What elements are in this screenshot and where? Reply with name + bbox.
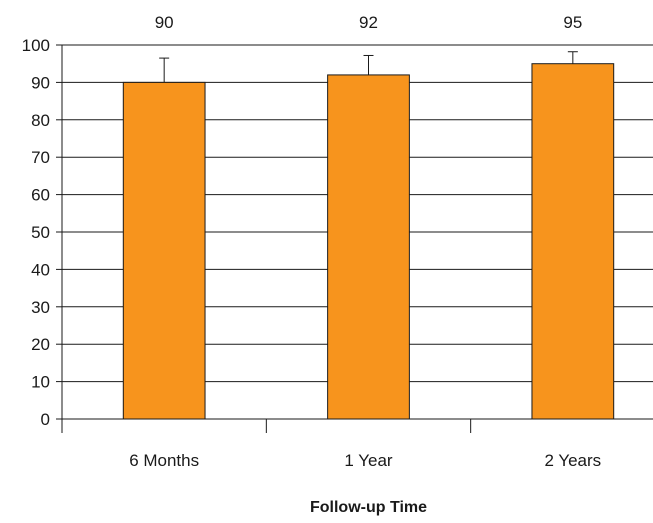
bar <box>122 81 206 420</box>
y-tick-label: 40 <box>31 260 50 279</box>
y-tick-label: 90 <box>31 73 50 92</box>
x-tick-labels: 6 Months 1 Year 2 Years <box>129 451 601 470</box>
data-label: 92 <box>359 13 378 32</box>
x-tick-label: 6 Months <box>129 451 199 470</box>
y-tick-label: 20 <box>31 335 50 354</box>
y-tick-label: 100 <box>22 36 50 55</box>
x-tick-label: 2 Years <box>544 451 601 470</box>
x-tick-label: 1 Year <box>344 451 393 470</box>
bar <box>327 74 410 420</box>
y-tick-labels: 0 10 20 30 40 50 60 70 80 90 100 <box>22 36 50 429</box>
data-label: 90 <box>155 13 174 32</box>
x-axis-title: Follow-up Time <box>310 499 427 516</box>
y-tick-label: 50 <box>31 223 50 242</box>
bars <box>122 51 615 420</box>
y-tick-label: 30 <box>31 298 50 317</box>
y-tick-label: 10 <box>31 373 50 392</box>
y-tick-label: 70 <box>31 148 50 167</box>
data-label: 95 <box>563 13 582 32</box>
axes <box>56 44 653 433</box>
y-tick-label: 60 <box>31 186 50 205</box>
y-tick-label: 0 <box>41 410 50 429</box>
data-labels: 90 92 95 <box>155 13 583 32</box>
y-tick-label: 80 <box>31 111 50 130</box>
bar <box>531 63 615 420</box>
